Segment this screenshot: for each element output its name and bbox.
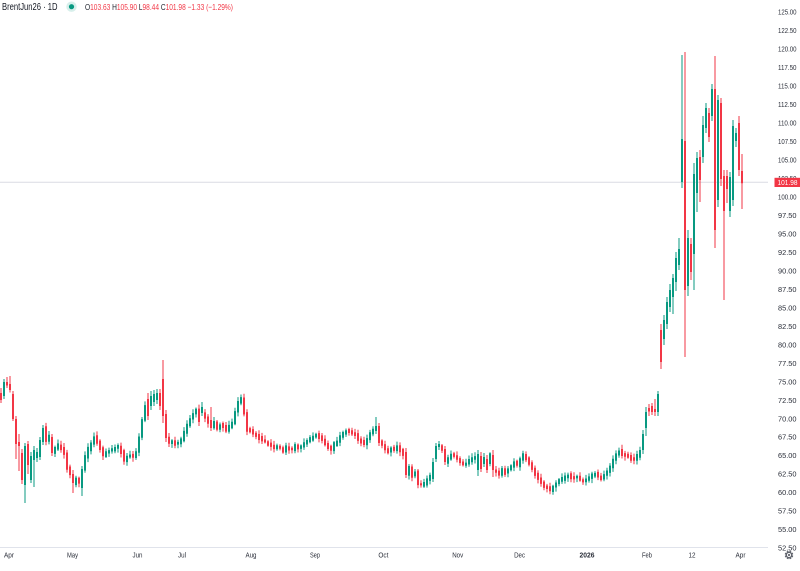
svg-text:122.50: 122.50	[778, 26, 797, 35]
svg-text:Aug: Aug	[246, 551, 257, 560]
svg-text:97.50: 97.50	[778, 211, 797, 220]
svg-text:May: May	[67, 551, 78, 560]
svg-text:Jul: Jul	[178, 551, 186, 560]
svg-text:92.50: 92.50	[778, 248, 797, 257]
svg-text:105.00: 105.00	[778, 156, 797, 165]
svg-text:Apr: Apr	[4, 551, 14, 560]
svg-text:125.00: 125.00	[778, 8, 797, 17]
svg-text:72.50: 72.50	[778, 396, 797, 405]
svg-text:67.50: 67.50	[778, 433, 797, 442]
svg-text:87.50: 87.50	[778, 285, 797, 294]
svg-text:120.00: 120.00	[778, 45, 797, 54]
svg-text:77.50: 77.50	[778, 359, 797, 368]
svg-text:115.00: 115.00	[778, 82, 797, 91]
svg-text:Dec: Dec	[514, 551, 525, 560]
svg-text:Nov: Nov	[452, 551, 463, 560]
svg-text:55.00: 55.00	[778, 525, 797, 534]
svg-text:60.00: 60.00	[778, 488, 797, 497]
svg-text:95.00: 95.00	[778, 230, 797, 239]
svg-text:80.00: 80.00	[778, 340, 797, 349]
svg-text:12: 12	[689, 551, 696, 560]
svg-text:Apr: Apr	[736, 551, 746, 560]
svg-text:90.00: 90.00	[778, 266, 797, 275]
svg-text:62.50: 62.50	[778, 470, 797, 479]
svg-text:112.50: 112.50	[778, 100, 797, 109]
svg-text:101.98: 101.98	[778, 178, 798, 187]
svg-text:65.00: 65.00	[778, 451, 797, 460]
svg-text:BrentJun26 · 1D: BrentJun26 · 1D	[2, 2, 58, 13]
svg-text:75.00: 75.00	[778, 377, 797, 386]
svg-text:107.50: 107.50	[778, 137, 797, 146]
svg-text:2026: 2026	[580, 551, 595, 560]
svg-text:Feb: Feb	[642, 551, 652, 560]
svg-text:Jun: Jun	[133, 551, 143, 560]
svg-text:117.50: 117.50	[778, 63, 797, 72]
svg-text:70.00: 70.00	[778, 414, 797, 423]
svg-text:Sep: Sep	[310, 551, 320, 560]
svg-text:57.50: 57.50	[778, 507, 797, 516]
svg-text:100.00: 100.00	[778, 193, 797, 202]
svg-text:110.00: 110.00	[778, 119, 797, 128]
svg-text:O103.63 H105.90 L98.44 C101.98: O103.63 H105.90 L98.44 C101.98 −1.33 (−1…	[85, 2, 233, 12]
svg-text:Oct: Oct	[378, 551, 389, 560]
svg-text:82.50: 82.50	[778, 322, 797, 331]
svg-text:85.00: 85.00	[778, 303, 797, 312]
